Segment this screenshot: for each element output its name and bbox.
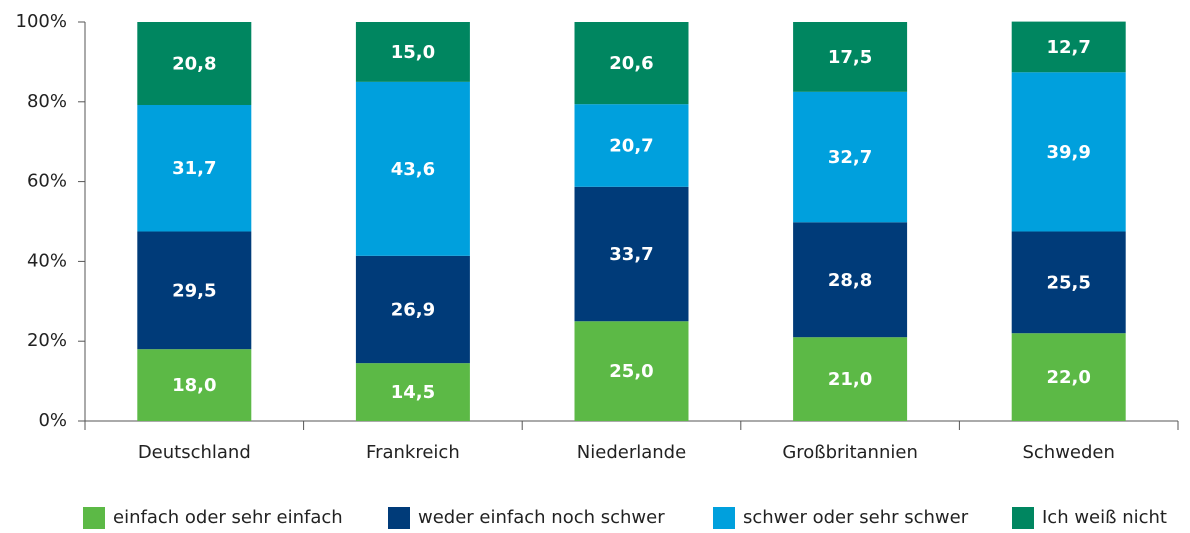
data-label: 31,7 — [172, 158, 216, 179]
y-tick-label: 20% — [27, 330, 67, 351]
bar-segment — [793, 337, 908, 421]
bar-segment — [574, 22, 689, 105]
legend-swatch — [1012, 507, 1034, 529]
y-tick-label: 0% — [38, 410, 67, 431]
x-tick-label: Niederlande — [577, 442, 686, 463]
data-label: 25,5 — [1046, 272, 1090, 293]
data-label: 17,5 — [828, 47, 872, 68]
data-label: 32,7 — [828, 147, 872, 168]
bar-segment — [355, 255, 470, 364]
legend-label: Ich weiß nicht — [1042, 507, 1167, 528]
data-label: 25,0 — [609, 361, 653, 382]
data-label: 29,5 — [172, 280, 216, 301]
data-label: 43,6 — [391, 159, 435, 180]
data-label: 12,7 — [1046, 37, 1090, 58]
data-label: 20,8 — [172, 53, 216, 74]
y-tick-label: 100% — [16, 11, 67, 32]
data-label: 21,0 — [828, 369, 872, 390]
legend-label: weder einfach noch schwer — [418, 507, 665, 528]
data-label: 22,0 — [1046, 367, 1090, 388]
bar-segment — [793, 91, 908, 223]
bar-segment — [574, 186, 689, 322]
data-label: 28,8 — [828, 270, 872, 291]
data-label: 20,6 — [609, 53, 653, 74]
legend-swatch — [388, 507, 410, 529]
x-tick-label: Deutschland — [138, 442, 251, 463]
x-tick-label: Frankreich — [366, 442, 460, 463]
legend-label: schwer oder sehr schwer — [743, 507, 969, 528]
data-label: 20,7 — [609, 135, 653, 156]
data-label: 14,5 — [391, 382, 435, 403]
bar-segment — [137, 349, 252, 421]
x-tick-label: Großbritannien — [782, 442, 918, 463]
bar-segment — [137, 104, 252, 232]
bar-segment — [137, 231, 252, 350]
bar-segment — [1011, 333, 1126, 421]
bar-segment — [355, 81, 470, 256]
bar-segment — [574, 104, 689, 187]
data-label: 39,9 — [1046, 142, 1090, 163]
data-label: 33,7 — [609, 244, 653, 265]
bar-segment — [137, 22, 252, 105]
legend-swatch — [83, 507, 105, 529]
bar-segment — [574, 321, 689, 421]
y-tick-label: 40% — [27, 250, 67, 271]
legend-label: einfach oder sehr einfach — [113, 507, 343, 528]
bar-segment — [1011, 21, 1126, 73]
x-tick-label: Schweden — [1022, 442, 1114, 463]
y-tick-label: 60% — [27, 171, 67, 192]
data-label: 18,0 — [172, 375, 216, 396]
bar-segment — [793, 22, 908, 92]
bar-segment — [793, 222, 908, 338]
data-label: 15,0 — [391, 42, 435, 63]
y-tick-label: 80% — [27, 91, 67, 112]
data-label: 26,9 — [391, 299, 435, 320]
bar-segment — [355, 22, 470, 82]
bar-segment — [1011, 231, 1126, 334]
legend-swatch — [713, 507, 735, 529]
bar-segment — [1011, 72, 1126, 232]
bar-segment — [355, 363, 470, 421]
